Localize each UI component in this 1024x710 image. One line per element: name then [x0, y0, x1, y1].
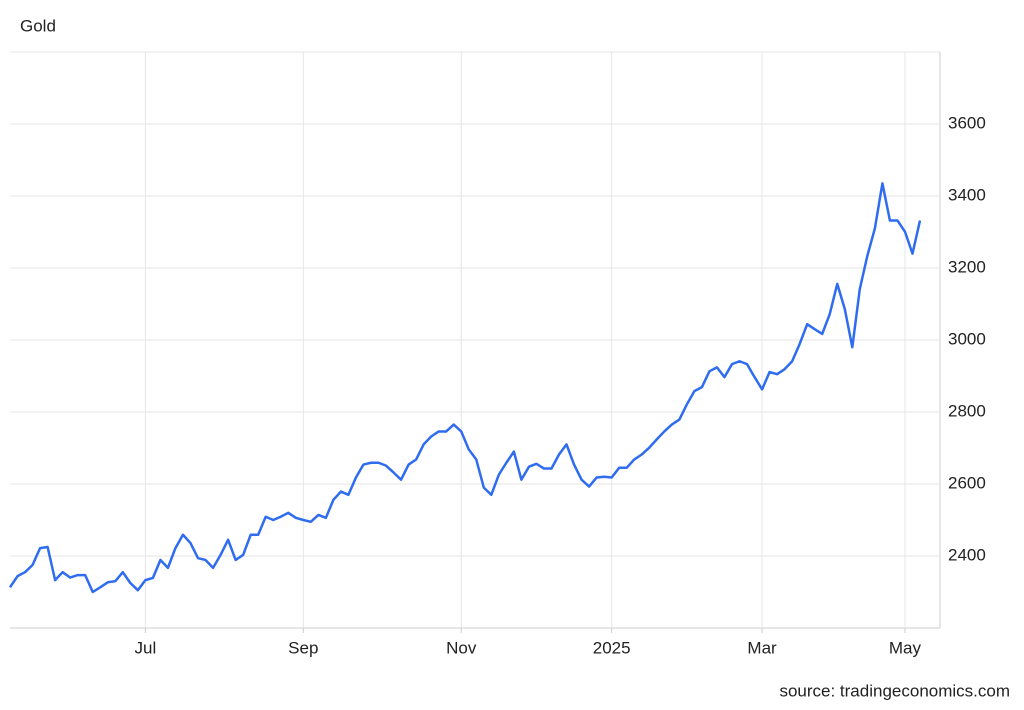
y-tick-label: 3200: [948, 257, 986, 276]
x-tick-label: May: [889, 638, 922, 657]
x-tick-label: Mar: [747, 638, 777, 657]
y-tick-label: 2600: [948, 473, 986, 492]
x-tick-label: Nov: [446, 638, 477, 657]
source: source: tradingeconomics.com: [779, 681, 1010, 700]
y-tick-label: 3000: [948, 329, 986, 348]
x-tick-label: 2025: [593, 638, 631, 657]
y-tick-label: 3400: [948, 185, 986, 204]
x-tick-label: Jul: [135, 638, 157, 657]
x-tick-label: Sep: [288, 638, 318, 657]
price-line: [8, 182, 922, 594]
chart-title: Gold: [20, 16, 56, 35]
y-tick-label: 2800: [948, 401, 986, 420]
y-tick-label: 2400: [948, 545, 986, 564]
y-tick-label: 3600: [948, 113, 986, 132]
